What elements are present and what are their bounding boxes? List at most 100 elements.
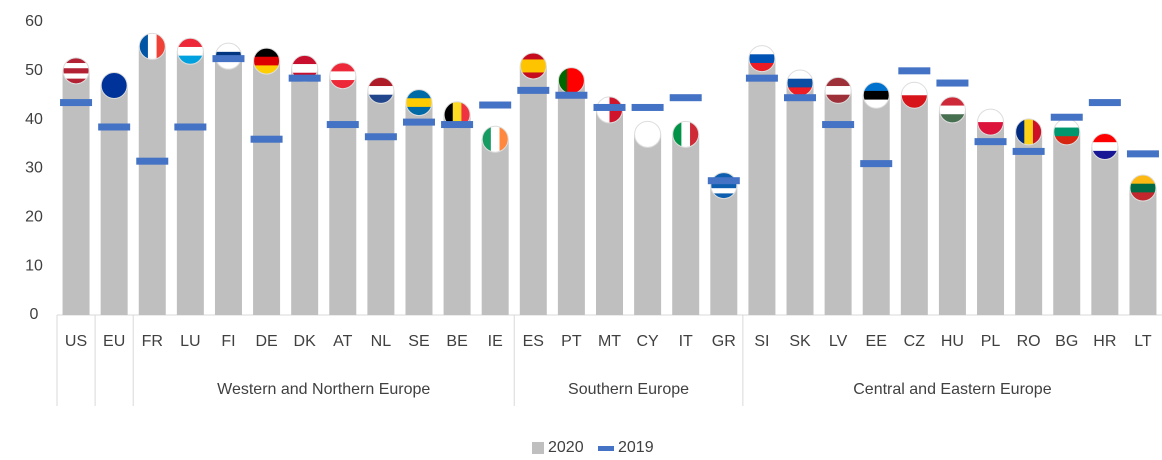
flag-stripe bbox=[253, 48, 280, 58]
dash-marker bbox=[1012, 147, 1045, 155]
flag-stripe bbox=[405, 89, 432, 99]
flag-stripe bbox=[367, 94, 394, 104]
flag-stripe bbox=[1129, 192, 1156, 202]
x-tick-label: HR bbox=[1093, 333, 1116, 350]
flag-icon bbox=[444, 101, 471, 128]
flag-stripe bbox=[901, 95, 928, 109]
dash-marker bbox=[441, 121, 474, 129]
dash-marker bbox=[517, 86, 550, 94]
flag-border bbox=[672, 120, 700, 148]
flag-icon bbox=[329, 62, 356, 89]
legend-swatch bbox=[598, 446, 614, 451]
flag-stripe bbox=[63, 73, 90, 80]
flag-stripe bbox=[558, 67, 568, 94]
x-tick-label: FI bbox=[221, 333, 235, 350]
flag-border bbox=[1129, 174, 1157, 202]
flag-border bbox=[405, 89, 433, 117]
flag-stripe bbox=[63, 57, 90, 64]
flag-border bbox=[938, 96, 966, 124]
flag-icon bbox=[901, 82, 928, 109]
flag-stripe bbox=[1091, 133, 1118, 143]
dash-marker bbox=[936, 79, 969, 87]
y-tick-label: 30 bbox=[25, 160, 43, 177]
flag-stripe bbox=[499, 126, 509, 153]
dash-marker bbox=[707, 177, 740, 185]
dash-marker bbox=[1088, 99, 1121, 107]
flag-stripe bbox=[787, 78, 814, 88]
bar bbox=[176, 51, 204, 316]
dash-marker bbox=[288, 74, 321, 82]
flag-stripe bbox=[101, 72, 128, 99]
dash-marker bbox=[364, 133, 397, 141]
flag-stripe bbox=[1053, 118, 1080, 129]
flag-stripe bbox=[863, 82, 890, 92]
dash-marker bbox=[860, 160, 893, 168]
flag-border bbox=[748, 45, 776, 73]
flag-stripe bbox=[1091, 150, 1118, 160]
flag-stripe bbox=[863, 99, 890, 109]
flag-stripe bbox=[825, 77, 852, 87]
flag-stripe bbox=[444, 101, 454, 128]
flag-border bbox=[329, 62, 357, 90]
flag-border bbox=[176, 37, 204, 65]
flag-stripe bbox=[215, 60, 242, 70]
flag-border bbox=[977, 108, 1005, 136]
bar bbox=[62, 70, 90, 315]
x-tick-label: ES bbox=[523, 333, 544, 350]
flag-icon bbox=[863, 82, 890, 109]
flag-icon bbox=[405, 89, 432, 116]
flag-icon bbox=[1091, 133, 1118, 160]
x-tick-label: PT bbox=[561, 333, 582, 350]
flag-stripe bbox=[461, 101, 471, 128]
bar bbox=[557, 80, 585, 315]
flag-stripe bbox=[520, 65, 547, 73]
flag-icon bbox=[939, 96, 966, 123]
bar bbox=[100, 85, 128, 315]
x-tick-label: GR bbox=[712, 333, 736, 350]
flag-icon bbox=[482, 126, 509, 153]
flag-icon bbox=[748, 45, 775, 72]
y-tick-label: 10 bbox=[25, 257, 43, 274]
bar bbox=[1053, 131, 1081, 315]
flag-stripe bbox=[177, 46, 204, 57]
group-label: Western and Northern Europe bbox=[217, 381, 430, 398]
dash-marker bbox=[250, 135, 283, 143]
x-tick-label: FR bbox=[142, 333, 163, 350]
x-tick-label: AT bbox=[333, 333, 352, 350]
flag-stripe bbox=[520, 59, 547, 67]
flag-stripe bbox=[177, 38, 204, 48]
bar bbox=[1015, 131, 1043, 315]
bar bbox=[1129, 188, 1157, 315]
dash-marker bbox=[212, 55, 245, 63]
bar bbox=[862, 95, 890, 315]
y-tick-label: 0 bbox=[30, 306, 39, 323]
flag-stripe bbox=[825, 94, 852, 104]
flag-icon bbox=[787, 70, 814, 97]
x-tick-label: IT bbox=[679, 333, 693, 350]
flag-border bbox=[481, 125, 509, 153]
dash-marker bbox=[402, 118, 435, 126]
flag-stripe bbox=[291, 64, 318, 74]
dash-marker bbox=[555, 91, 588, 99]
x-tick-label: EE bbox=[866, 333, 887, 350]
flag-stripe bbox=[215, 43, 242, 53]
flag-stripe bbox=[329, 71, 356, 81]
flag-icon bbox=[367, 77, 394, 104]
x-tick-label: EU bbox=[103, 333, 125, 350]
x-tick-label: CY bbox=[636, 333, 659, 350]
dash-marker bbox=[98, 123, 131, 131]
flag-border bbox=[138, 32, 166, 60]
flag-border bbox=[519, 52, 547, 80]
flag-stripe bbox=[1129, 183, 1156, 193]
flag-stripe bbox=[787, 87, 814, 97]
dash-marker bbox=[60, 99, 93, 107]
flag-border bbox=[862, 81, 890, 109]
flag-stripe bbox=[405, 106, 432, 116]
flag-icon bbox=[825, 77, 852, 104]
flag-stripe bbox=[710, 182, 737, 189]
dash-marker bbox=[326, 121, 359, 129]
dash-marker bbox=[174, 123, 207, 131]
flag-stripe bbox=[253, 56, 280, 66]
bar bbox=[977, 122, 1005, 315]
